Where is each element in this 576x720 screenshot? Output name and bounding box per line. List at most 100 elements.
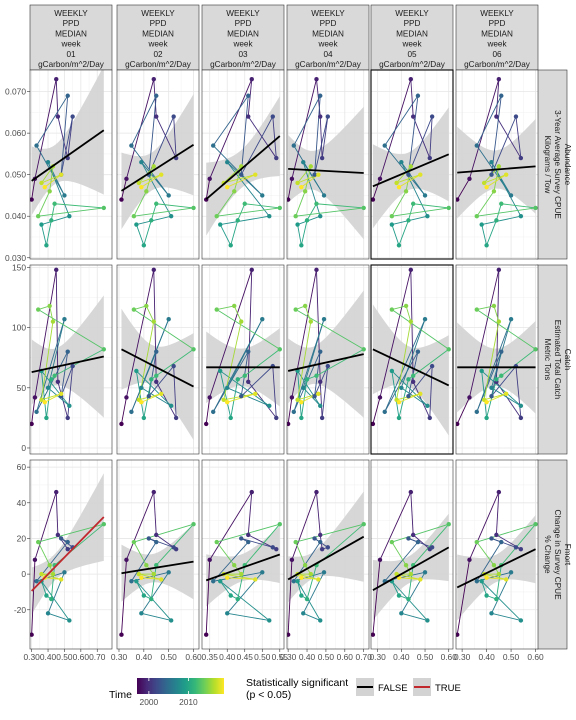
data-point-2015	[47, 563, 51, 567]
data-point-2015	[144, 304, 148, 308]
data-point-1997	[286, 422, 290, 426]
data-point-2016	[152, 572, 156, 576]
data-point-2016	[239, 572, 243, 576]
data-point-2010	[299, 416, 303, 420]
data-point-2004	[246, 540, 250, 544]
data-point-2006	[166, 317, 170, 321]
x-tick-label: 0.50	[56, 652, 73, 662]
data-point-2010	[142, 593, 146, 597]
data-point-2015	[303, 304, 307, 308]
data-point-1997	[455, 197, 459, 201]
x-tick-label: 0.50	[417, 652, 434, 662]
data-point-2019	[225, 185, 229, 189]
row-strip-label-line: Metric Tons	[543, 339, 552, 381]
data-point-2009	[218, 579, 222, 583]
data-point-1998	[124, 395, 128, 399]
data-point-2015	[144, 189, 148, 193]
data-point-2017	[39, 181, 43, 185]
facet-strip-label-line: 06	[492, 50, 502, 59]
data-point-2018	[418, 172, 422, 176]
data-point-2008	[267, 214, 271, 218]
x-tick-label: 0.40	[219, 652, 236, 662]
data-point-1999	[250, 77, 254, 81]
data-point-2008	[318, 618, 322, 622]
data-point-2006	[322, 570, 326, 574]
data-point-2010	[299, 593, 303, 597]
data-point-2000	[318, 380, 322, 384]
data-point-2019	[139, 575, 143, 579]
data-point-2003	[406, 172, 410, 176]
row-strip-label-line: Change in Survey CPUE	[553, 509, 562, 600]
x-tick-label: 0.50	[254, 652, 271, 662]
data-point-2015	[47, 189, 51, 193]
data-point-2005	[129, 143, 133, 147]
data-point-1998	[467, 558, 471, 562]
data-point-2002	[326, 114, 330, 118]
facet-strip-label-line: MEDIAN	[396, 29, 428, 38]
data-point-2002	[430, 545, 434, 549]
x-tick-label: 0.35	[202, 652, 219, 662]
data-point-2002	[271, 114, 275, 118]
facet-strip-label-line: PPD	[320, 19, 337, 28]
x-tick-label: 0.50	[318, 652, 335, 662]
data-point-2002	[326, 545, 330, 549]
data-point-2012	[154, 374, 158, 378]
data-point-2003	[239, 394, 243, 398]
facet-strip-label-line: MEDIAN	[55, 29, 87, 38]
data-point-2010	[44, 416, 48, 420]
data-point-2016	[497, 164, 501, 168]
x-tick-label: 0.30	[369, 652, 386, 662]
data-point-2014	[293, 307, 297, 311]
x-tick-label: 0.30	[23, 652, 40, 662]
facet-strip-label-line: WEEKLY	[311, 9, 345, 18]
data-point-2019	[397, 185, 401, 189]
data-point-2005	[292, 579, 296, 583]
data-point-2010	[229, 593, 233, 597]
facet-strip-label-line: gCarbon/m^2/Day	[464, 60, 531, 69]
data-point-2007	[489, 611, 493, 615]
facet-strip-label-line: WEEKLY	[54, 9, 88, 18]
data-point-2002	[430, 364, 434, 368]
facet-strip-label-line: PPD	[150, 19, 167, 28]
x-tick-label: 0.60	[185, 652, 202, 662]
data-point-2013	[102, 206, 106, 210]
data-point-2004	[499, 349, 503, 353]
panel-row1-col1	[29, 66, 112, 259]
data-point-2014	[293, 214, 297, 218]
data-point-2011	[149, 377, 153, 381]
panel-row2-col3	[202, 265, 284, 454]
data-point-2019	[397, 400, 401, 404]
data-point-2015	[232, 304, 236, 308]
data-point-2008	[318, 214, 322, 218]
data-point-2009	[480, 369, 484, 373]
data-point-1997	[286, 197, 290, 201]
data-point-2006	[62, 570, 66, 574]
data-point-2008	[425, 404, 429, 408]
data-point-2011	[236, 597, 240, 601]
data-point-2003	[147, 536, 151, 540]
data-point-2018	[159, 392, 163, 396]
data-point-2016	[239, 319, 243, 323]
legend-time-title: Time	[109, 689, 132, 701]
facet-strip-label-line: 04	[323, 50, 333, 59]
data-point-2005	[129, 410, 133, 414]
data-point-2005	[211, 579, 215, 583]
facet-strip-label-line: week	[317, 40, 338, 49]
data-point-2015	[492, 563, 496, 567]
data-point-1999	[314, 77, 318, 81]
panel-row1-col2	[117, 70, 199, 259]
data-point-2003	[239, 536, 243, 540]
legend-significance-title: Statistically significant (p < 0.05)	[246, 677, 348, 701]
facet-strip-label-line: PPD	[489, 19, 506, 28]
data-point-2010	[229, 416, 233, 420]
data-point-2010	[397, 593, 401, 597]
data-point-2004	[66, 540, 70, 544]
data-point-2003	[312, 172, 316, 176]
data-point-2018	[504, 577, 508, 581]
data-point-2001	[428, 156, 432, 160]
data-point-2001	[519, 156, 523, 160]
data-point-2000	[411, 114, 415, 118]
data-point-2008	[169, 214, 173, 218]
data-point-2004	[416, 94, 420, 98]
facet-strip-label-line: 03	[238, 50, 248, 59]
